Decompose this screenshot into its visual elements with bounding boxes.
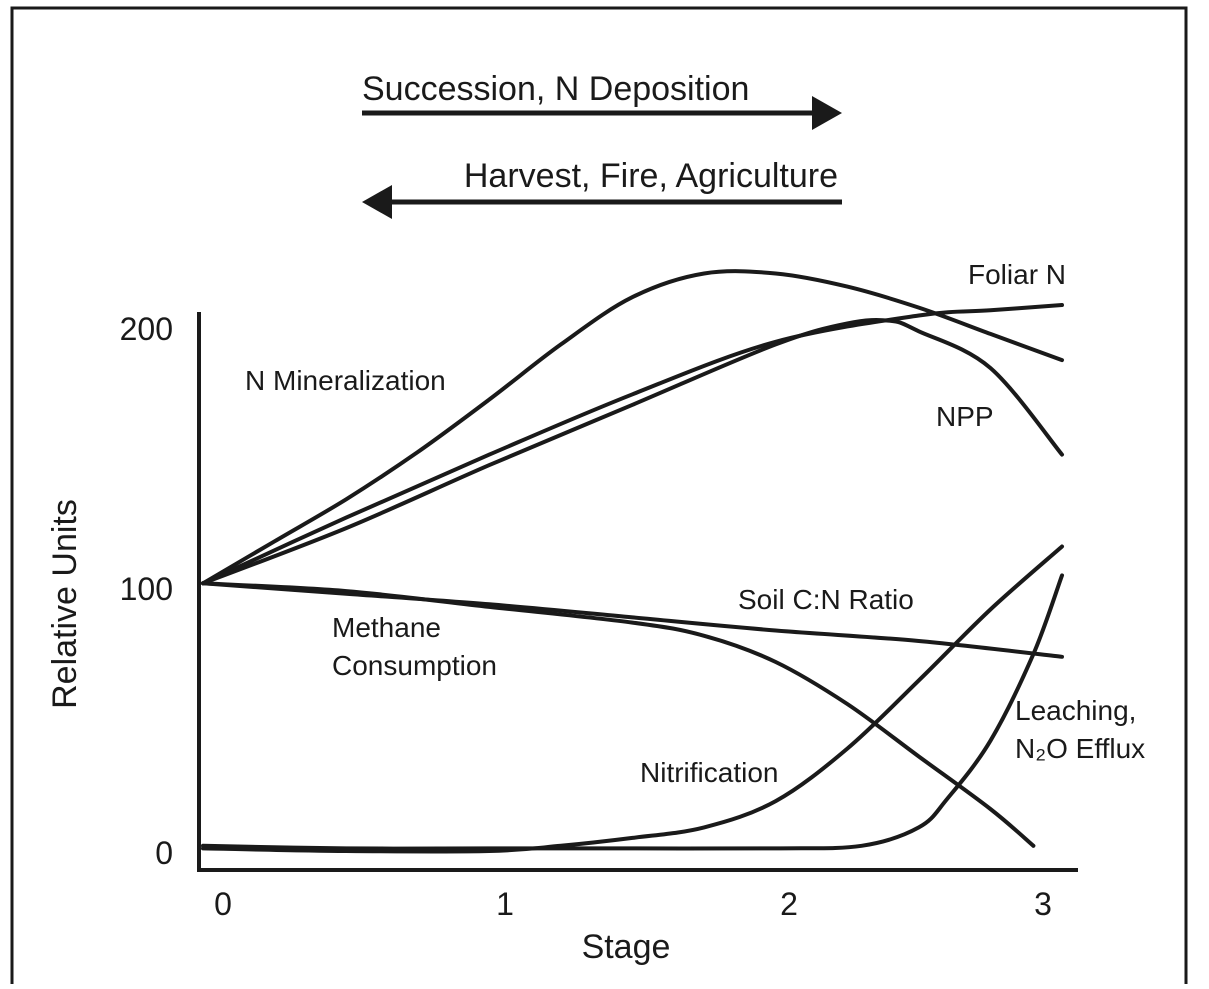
y-tick-label: 100: [120, 571, 173, 607]
series-label-foliar-n: Foliar N: [968, 259, 1066, 290]
series-line-leaching-n-o-efflux: [201, 573, 1064, 851]
figure-border: [10, 6, 1188, 989]
series-line-nitrification: [201, 544, 1064, 854]
arrow-left-label: Harvest, Fire, Agriculture: [464, 157, 838, 195]
y-tick-label: 200: [120, 311, 173, 347]
x-tick-label: 3: [1034, 886, 1052, 922]
series-label-nitrification: Nitrification: [640, 757, 778, 788]
series-line-foliar-n: [201, 303, 1064, 586]
y-tick-label: 0: [155, 835, 173, 871]
series-line-npp: [201, 317, 1064, 586]
x-axis-title: Stage: [582, 928, 671, 966]
arrow-right-head: [812, 96, 842, 130]
x-tick-label: 2: [780, 886, 798, 922]
x-tick-label: 0: [214, 886, 232, 922]
series-layer: [201, 269, 1064, 854]
series-line-methane-consumption: [201, 581, 1036, 848]
arrow-left-head: [362, 185, 392, 219]
series-label-npp: NPP: [936, 401, 994, 432]
series-label-soil-cn: Soil C:N Ratio: [738, 584, 914, 615]
y-axis-title: Relative Units: [46, 499, 84, 709]
series-label-methane: Methane Consumption: [332, 612, 497, 681]
series-label-leaching: Leaching, N₂O Efflux: [1015, 695, 1145, 764]
series-line-soil-c-n-ratio: [201, 581, 1064, 659]
series-line-n-mineralization: [201, 269, 1064, 586]
arrow-right-label: Succession, N Deposition: [362, 70, 749, 108]
x-tick-label: 1: [496, 886, 514, 922]
series-label-n-mineralization: N Mineralization: [245, 365, 446, 396]
